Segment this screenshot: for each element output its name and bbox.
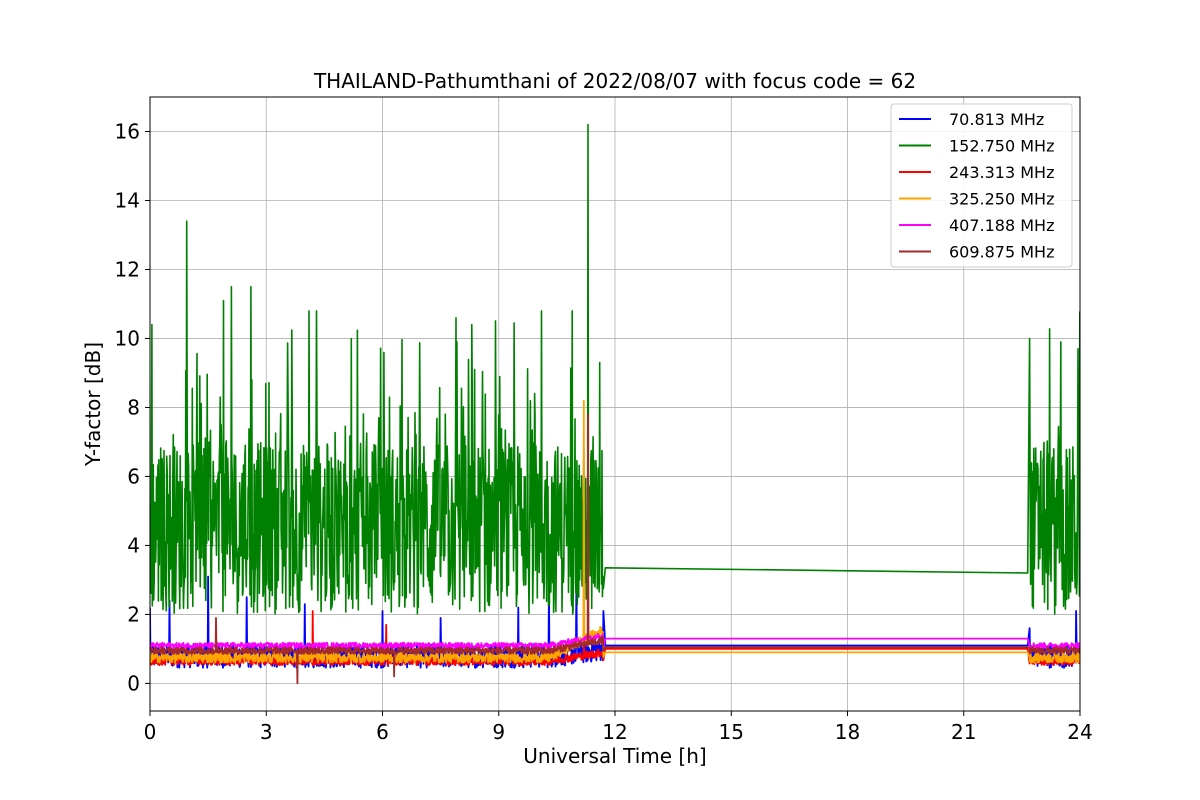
legend-label: 325.250 MHz [949, 190, 1054, 209]
x-axis-label: Universal Time [h] [523, 744, 706, 768]
y-tick-label: 14 [115, 188, 140, 212]
legend-label: 609.875 MHz [949, 243, 1054, 262]
series-line [150, 413, 1080, 685]
legend: 70.813 MHz 152.750 MHz 243.313 MHz 325.250 … [890, 103, 1073, 268]
x-tick-label: 15 [719, 720, 744, 744]
y-tick-label: 6 [127, 464, 140, 488]
y-tick-label: 2 [127, 602, 140, 626]
legend-label: 407.188 MHz [949, 216, 1054, 235]
y-tick-label: 0 [127, 671, 140, 695]
series-line [150, 123, 1080, 615]
legend-label: 70.813 MHz [949, 110, 1044, 129]
x-tick-label: 3 [260, 720, 273, 744]
chart-title: THAILAND-Pathumthani of 2022/08/07 with … [313, 69, 916, 93]
x-tick-label: 9 [492, 720, 505, 744]
y-tick-label: 12 [115, 257, 140, 281]
plot-area [150, 123, 1080, 685]
series-line [150, 632, 1080, 650]
y-tick-label: 10 [115, 326, 140, 350]
x-tick-label: 0 [144, 720, 157, 744]
x-axis: 0 3 6 9 12 15 18 21 24 [144, 711, 1093, 744]
legend-label: 243.313 MHz [949, 163, 1054, 182]
x-tick-label: 12 [602, 720, 627, 744]
y-tick-label: 4 [127, 533, 140, 557]
y-axis-label: Y-factor [dB] [81, 342, 105, 467]
x-tick-label: 24 [1067, 720, 1092, 744]
series-layer [150, 123, 1080, 685]
legend-label: 152.750 MHz [949, 137, 1054, 156]
y-tick-label: 8 [127, 395, 140, 419]
x-tick-label: 6 [376, 720, 389, 744]
y-axis: 0 2 4 6 8 10 12 14 16 [115, 119, 150, 695]
y-tick-label: 16 [115, 119, 140, 143]
x-tick-label: 21 [951, 720, 976, 744]
x-tick-label: 18 [835, 720, 860, 744]
legend-box [890, 103, 1073, 268]
